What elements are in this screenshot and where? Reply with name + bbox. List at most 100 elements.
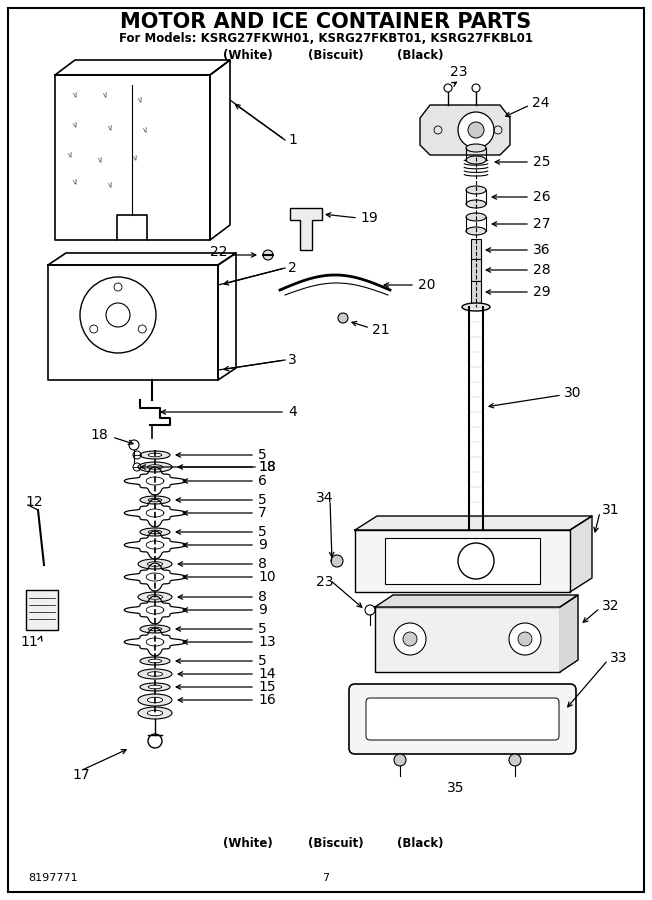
Text: 5: 5 <box>258 493 267 507</box>
Ellipse shape <box>147 464 162 469</box>
Text: v: v <box>132 153 138 163</box>
Text: 30: 30 <box>564 386 582 400</box>
Ellipse shape <box>466 213 486 221</box>
Circle shape <box>263 250 273 260</box>
Text: 22: 22 <box>210 245 228 259</box>
Text: 7: 7 <box>258 506 267 520</box>
Text: 35: 35 <box>447 781 464 795</box>
Text: v: v <box>67 150 73 160</box>
Circle shape <box>458 112 494 148</box>
Text: v: v <box>96 155 103 165</box>
Text: 36: 36 <box>533 243 551 257</box>
Ellipse shape <box>148 530 162 534</box>
Ellipse shape <box>138 707 172 719</box>
Text: (White): (White) <box>223 837 273 850</box>
Text: 6: 6 <box>258 474 267 488</box>
Polygon shape <box>355 530 570 592</box>
Circle shape <box>394 623 426 655</box>
Polygon shape <box>290 208 322 250</box>
Text: 3: 3 <box>288 353 297 367</box>
Ellipse shape <box>140 625 170 633</box>
Text: For Models: KSRG27FKWH01, KSRG27FKBT01, KSRG27FKBL01: For Models: KSRG27FKWH01, KSRG27FKBT01, … <box>119 32 533 44</box>
Ellipse shape <box>140 657 170 665</box>
Ellipse shape <box>148 627 162 631</box>
Text: 2: 2 <box>288 261 297 275</box>
Text: v: v <box>107 123 113 133</box>
Ellipse shape <box>148 685 162 688</box>
Text: (Biscuit): (Biscuit) <box>308 49 364 61</box>
Ellipse shape <box>138 694 172 706</box>
Circle shape <box>331 555 343 567</box>
Text: 25: 25 <box>533 155 550 169</box>
Polygon shape <box>570 516 592 592</box>
Text: 10: 10 <box>258 570 276 584</box>
Text: 29: 29 <box>533 285 551 299</box>
Text: 18: 18 <box>90 428 108 442</box>
Ellipse shape <box>138 592 172 602</box>
Circle shape <box>458 543 494 579</box>
Text: 31: 31 <box>602 503 619 517</box>
Text: 5: 5 <box>258 654 267 668</box>
Text: 9: 9 <box>258 603 267 617</box>
Text: MOTOR AND ICE CONTAINER PARTS: MOTOR AND ICE CONTAINER PARTS <box>121 12 531 32</box>
Text: 8197771: 8197771 <box>28 873 78 883</box>
Text: 12: 12 <box>25 495 42 509</box>
Ellipse shape <box>147 595 162 599</box>
Ellipse shape <box>140 528 170 536</box>
Text: 18: 18 <box>258 460 276 474</box>
Text: v: v <box>107 180 113 190</box>
Text: 1: 1 <box>288 133 297 147</box>
Circle shape <box>509 623 541 655</box>
Ellipse shape <box>140 683 170 691</box>
Text: 23: 23 <box>450 65 467 79</box>
Ellipse shape <box>466 156 486 164</box>
FancyBboxPatch shape <box>349 684 576 754</box>
Text: 11: 11 <box>20 635 38 649</box>
Text: 17: 17 <box>72 768 89 782</box>
Text: 34: 34 <box>316 491 334 505</box>
Text: 5: 5 <box>258 448 267 462</box>
Text: 15: 15 <box>258 680 276 694</box>
Bar <box>375 607 560 672</box>
Text: (Black): (Black) <box>397 837 444 850</box>
Text: 28: 28 <box>533 263 551 277</box>
Ellipse shape <box>147 710 162 716</box>
Bar <box>385 538 540 584</box>
Ellipse shape <box>147 671 162 676</box>
Polygon shape <box>420 105 510 155</box>
FancyBboxPatch shape <box>366 698 559 740</box>
Text: 9: 9 <box>258 538 267 552</box>
Ellipse shape <box>466 200 486 208</box>
Text: 13: 13 <box>258 635 276 649</box>
Ellipse shape <box>148 659 162 662</box>
Polygon shape <box>560 595 578 672</box>
Text: 33: 33 <box>610 651 627 665</box>
Circle shape <box>403 632 417 646</box>
Ellipse shape <box>466 227 486 235</box>
Text: 18: 18 <box>258 460 276 474</box>
Text: 4: 4 <box>288 405 297 419</box>
Bar <box>471 239 481 261</box>
Text: v: v <box>72 177 78 187</box>
Text: v: v <box>72 90 78 100</box>
Polygon shape <box>375 595 578 607</box>
Text: v: v <box>102 90 108 100</box>
Ellipse shape <box>148 454 162 457</box>
Text: 21: 21 <box>372 323 390 337</box>
Ellipse shape <box>148 499 162 502</box>
Text: (Biscuit): (Biscuit) <box>308 837 364 850</box>
Circle shape <box>518 632 532 646</box>
Text: 23: 23 <box>316 575 334 589</box>
Ellipse shape <box>138 462 172 472</box>
Ellipse shape <box>147 562 162 566</box>
Bar <box>26 590 58 630</box>
Ellipse shape <box>466 186 486 194</box>
Polygon shape <box>355 516 592 530</box>
Text: 24: 24 <box>532 96 550 110</box>
Text: 16: 16 <box>258 693 276 707</box>
Text: 20: 20 <box>418 278 436 292</box>
Circle shape <box>338 313 348 323</box>
Text: 27: 27 <box>533 217 550 231</box>
Text: (White): (White) <box>223 49 273 61</box>
Ellipse shape <box>140 496 170 504</box>
